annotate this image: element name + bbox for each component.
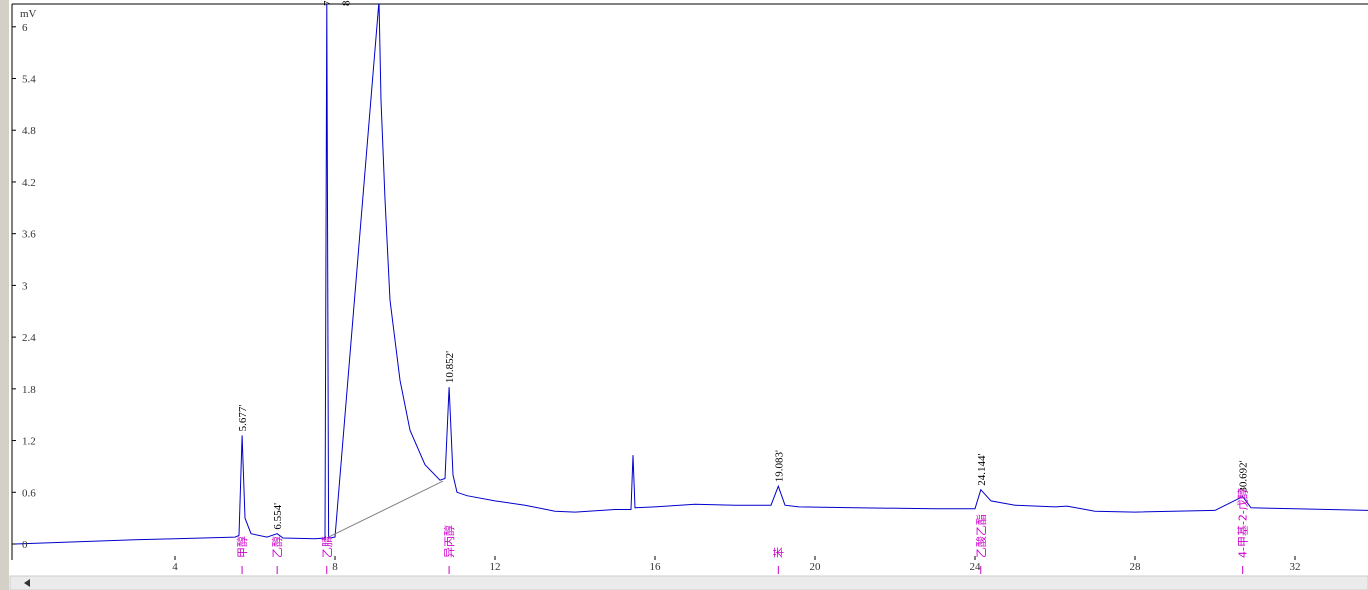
y-tick-label: 1.8 xyxy=(22,384,36,396)
scroll-left[interactable] xyxy=(24,579,30,587)
compound-label: 乙酸乙酯 xyxy=(974,514,988,558)
x-tick-label: 28 xyxy=(1130,561,1142,573)
y-tick-label: 4.8 xyxy=(22,125,36,137)
compound-label: 乙醇 xyxy=(270,536,284,558)
y-tick-label: 3 xyxy=(22,280,28,292)
peak-label: 10.852' xyxy=(444,351,456,383)
compound-label: 异丙醇 xyxy=(442,525,456,558)
plot-area xyxy=(14,4,1368,545)
peak-label: 30.692' xyxy=(1238,460,1250,492)
peak-label: 8.258' xyxy=(340,0,352,6)
y-tick-label: 2.4 xyxy=(22,332,36,344)
left-border xyxy=(0,0,9,590)
compound-label: 4-甲基-2-戊醇 xyxy=(1236,488,1250,558)
y-tick-label: 3.6 xyxy=(22,229,36,241)
y-tick-label: 0 xyxy=(22,539,28,551)
x-tick-label: 16 xyxy=(650,561,662,573)
peak-label: 6.554' xyxy=(272,503,284,530)
x-tick-label: 20 xyxy=(810,561,822,573)
x-tick-label: 24 xyxy=(970,561,982,573)
x-tick-label: 32 xyxy=(1290,561,1301,573)
x-tick-label: 12 xyxy=(490,561,501,573)
compound-label: 苯 xyxy=(771,547,785,558)
y-tick-label: 5.4 xyxy=(22,74,36,86)
x-tick-label: 4 xyxy=(172,561,178,573)
y-tick-label: 4.2 xyxy=(22,177,36,189)
baseline xyxy=(328,480,444,538)
peak-label: 19.083' xyxy=(773,450,785,482)
x-tick-label: 8 xyxy=(332,561,338,573)
y-unit: mV xyxy=(20,8,37,20)
y-tick-label: 0.6 xyxy=(22,487,36,499)
peak-label: 5.677' xyxy=(237,405,249,432)
y-tick-label: 6 xyxy=(22,22,28,34)
compound-label: 甲醇 xyxy=(235,536,249,558)
peak-label: 7.794' xyxy=(322,0,334,6)
compound-label: 乙腈 xyxy=(321,536,334,558)
y-tick-label: 1.2 xyxy=(22,436,36,448)
scrollbar[interactable] xyxy=(9,575,1368,590)
peak-label: 24.144' xyxy=(976,453,988,485)
signal-trace xyxy=(14,4,1368,545)
